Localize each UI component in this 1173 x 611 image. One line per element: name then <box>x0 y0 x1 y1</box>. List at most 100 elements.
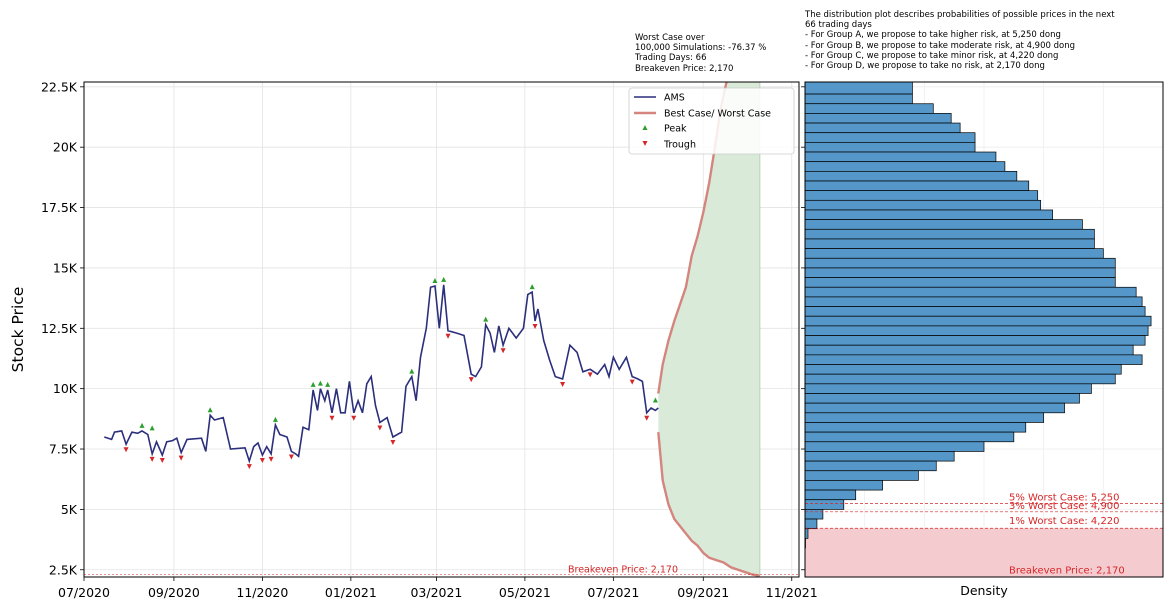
density-bar <box>805 122 961 134</box>
peak-marker <box>529 284 535 290</box>
density-bar <box>805 248 1104 259</box>
trough-marker <box>390 439 396 445</box>
hist-ref-label: Breakeven Price: 2,170 <box>1009 566 1125 577</box>
density-bar <box>805 257 1116 269</box>
density-bar <box>805 82 913 95</box>
y-axis-label: Stock Price <box>9 287 27 373</box>
hist-x-axis-label: Density <box>960 583 1008 598</box>
hist-plot-frame <box>804 81 1164 578</box>
trough-marker <box>159 458 165 464</box>
trough-marker <box>500 348 506 354</box>
breakeven-risk-area <box>805 528 1163 577</box>
y-tick-label: 22.5K <box>41 79 78 94</box>
density-bar <box>805 219 1083 230</box>
density-bar <box>805 325 1149 336</box>
trough-marker <box>532 324 538 330</box>
peak-marker <box>652 397 658 403</box>
hist-ref-label: 3% Worst Case: 4,900 <box>1009 501 1120 512</box>
density-bar <box>805 277 1116 288</box>
density-bar <box>805 489 857 501</box>
y-tick-label: 17.5K <box>41 200 78 215</box>
density-bar <box>805 113 952 124</box>
legend-entry-label: Trough <box>663 140 696 151</box>
density-bar <box>805 286 1137 298</box>
density-bar <box>805 460 937 472</box>
trough-marker <box>351 415 357 421</box>
trough-marker <box>259 458 265 464</box>
peak-marker <box>325 381 331 387</box>
trough-marker <box>629 379 635 385</box>
peak-marker <box>207 407 213 413</box>
density-bar <box>805 344 1134 356</box>
density-bar <box>805 103 934 114</box>
main-plot-area <box>84 82 799 577</box>
x-tick-label: 09/2020 <box>148 585 200 600</box>
density-bar <box>805 335 1146 346</box>
trough-marker <box>123 447 129 453</box>
density-bar <box>805 480 883 491</box>
peak-marker <box>441 276 447 282</box>
density-bar <box>805 180 1030 192</box>
density-bar <box>805 190 1039 201</box>
hist-plot-area <box>805 82 1163 577</box>
x-tick-label: 11/2021 <box>766 585 818 600</box>
density-bar <box>805 151 997 163</box>
density-bar <box>805 412 1045 423</box>
density-bar <box>805 451 955 462</box>
y-tick-label: 20K <box>53 140 78 155</box>
density-bar <box>805 209 1053 220</box>
trough-marker <box>329 415 335 421</box>
y-tick-label: 2.5K <box>49 562 78 577</box>
trough-marker <box>149 456 155 462</box>
peak-marker <box>272 416 278 422</box>
trough-marker <box>468 377 474 383</box>
density-bar <box>805 470 919 481</box>
trough-marker <box>288 454 294 460</box>
x-tick-label: 09/2021 <box>677 585 729 600</box>
forecast-range-area <box>658 82 760 576</box>
density-bar <box>805 161 1006 172</box>
x-tick-label: 01/2021 <box>325 585 377 600</box>
density-bar <box>805 393 1080 404</box>
trough-marker <box>178 455 184 461</box>
legend-swatch-peak <box>642 125 648 130</box>
y-tick-label: 15K <box>53 260 78 275</box>
peak-marker <box>149 425 155 431</box>
density-bar <box>805 518 818 530</box>
density-bar <box>805 132 976 143</box>
trough-marker <box>445 333 451 339</box>
density-bar <box>805 402 1065 414</box>
legend-box <box>628 87 795 155</box>
density-bar <box>805 93 913 105</box>
trough-marker <box>560 382 566 387</box>
worst-case-note: Worst Case over 100,000 Simulations: -76… <box>635 33 767 74</box>
density-bar <box>805 199 1042 211</box>
y-tick-label: 12.5K <box>41 321 78 336</box>
distribution-note: The distribution plot describes probabil… <box>805 10 1115 72</box>
trough-marker <box>377 425 383 431</box>
trough-marker <box>268 456 274 462</box>
y-tick-label: 7.5K <box>49 442 78 457</box>
x-tick-label: 07/2020 <box>58 585 110 600</box>
legend-entry-label: AMS <box>664 93 685 104</box>
density-bar <box>805 373 1116 385</box>
density-bar <box>805 315 1152 327</box>
density-bar <box>805 499 845 510</box>
x-tick-label: 07/2021 <box>587 585 639 600</box>
x-tick-label: 11/2020 <box>236 585 288 600</box>
density-bar <box>805 383 1092 394</box>
trough-marker <box>246 464 252 470</box>
trough-marker <box>587 372 593 378</box>
density-bar <box>805 354 1143 365</box>
peak-marker <box>483 316 489 322</box>
peak-marker <box>317 380 323 386</box>
density-bar <box>805 296 1143 307</box>
density-bar <box>805 267 1116 278</box>
density-bar <box>805 228 1095 240</box>
worst-case-line <box>657 431 760 577</box>
density-bar <box>805 238 1095 249</box>
ams-price-line <box>104 284 659 464</box>
legend <box>628 87 795 155</box>
peak-marker <box>432 278 438 284</box>
